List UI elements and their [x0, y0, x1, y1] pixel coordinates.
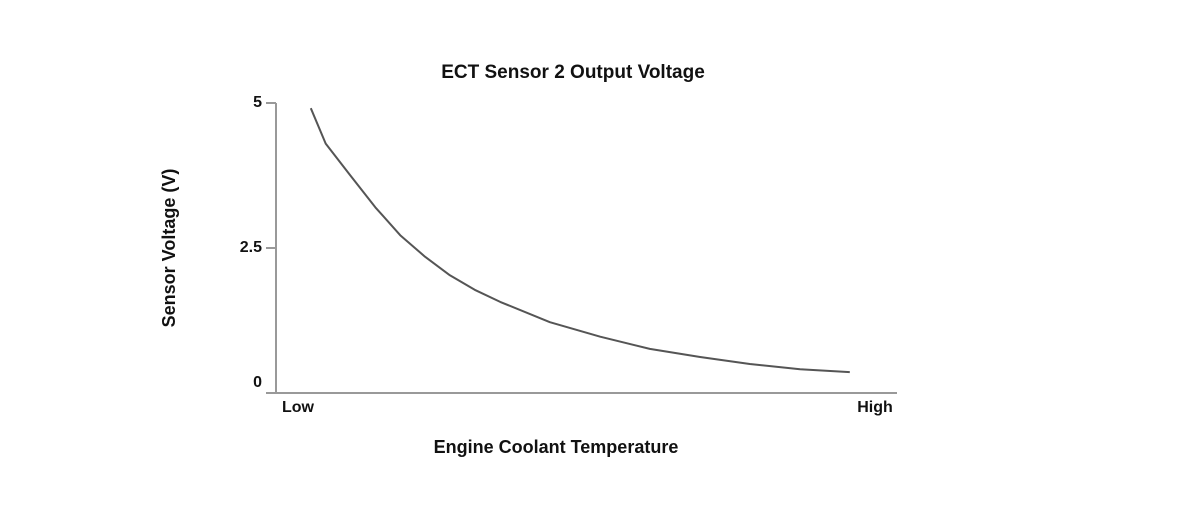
x-tick-label: High [857, 399, 893, 416]
x-tick-label: Low [282, 399, 315, 416]
chart-title: ECT Sensor 2 Output Voltage [441, 62, 705, 83]
x-axis-label: Engine Coolant Temperature [434, 437, 679, 457]
y-tick-label: 2.5 [240, 239, 262, 256]
y-tick-label: 5 [253, 94, 262, 111]
line-series [309, 107, 850, 374]
y-axis-label: Sensor Voltage (V) [159, 169, 179, 328]
y-tick-label: 0 [253, 374, 262, 391]
